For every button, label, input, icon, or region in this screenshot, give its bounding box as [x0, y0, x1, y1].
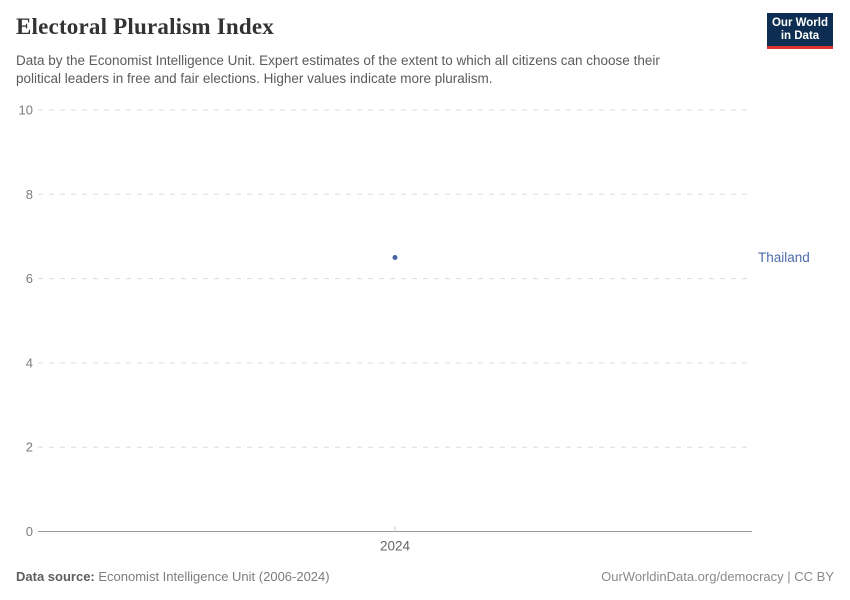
- owid-logo[interactable]: Our World in Data: [767, 13, 833, 49]
- owid-url-and-license[interactable]: OurWorldinData.org/democracy | CC BY: [601, 569, 834, 584]
- y-axis-tick-label: 2: [26, 440, 33, 455]
- data-source-label: Data source:: [16, 569, 95, 584]
- y-axis-tick-label: 10: [19, 103, 33, 118]
- y-axis-tick-label: 8: [26, 187, 33, 202]
- data-source-note: Data source: Economist Intelligence Unit…: [16, 569, 330, 584]
- entity-label[interactable]: Thailand: [758, 250, 810, 265]
- data-point[interactable]: [392, 255, 398, 261]
- y-axis-tick-label: 4: [26, 355, 33, 370]
- chart-subtitle: Data by the Economist Intelligence Unit.…: [16, 52, 660, 88]
- data-source-value: Economist Intelligence Unit (2006-2024): [94, 569, 330, 584]
- chart-subtitle-line1: Data by the Economist Intelligence Unit.…: [16, 53, 660, 68]
- y-axis-tick-label: 0: [26, 524, 33, 539]
- chart-subtitle-line2: political leaders in free and fair elect…: [16, 71, 493, 86]
- owid-logo-line2: in Data: [780, 29, 820, 42]
- owid-logo-line1: Our World: [771, 16, 828, 29]
- chart-title: Electoral Pluralism Index: [16, 14, 274, 39]
- chart-footer: Data source: Economist Intelligence Unit…: [16, 569, 834, 584]
- x-axis-tick-label: 2024: [380, 539, 411, 554]
- y-axis-tick-label: 6: [26, 271, 33, 286]
